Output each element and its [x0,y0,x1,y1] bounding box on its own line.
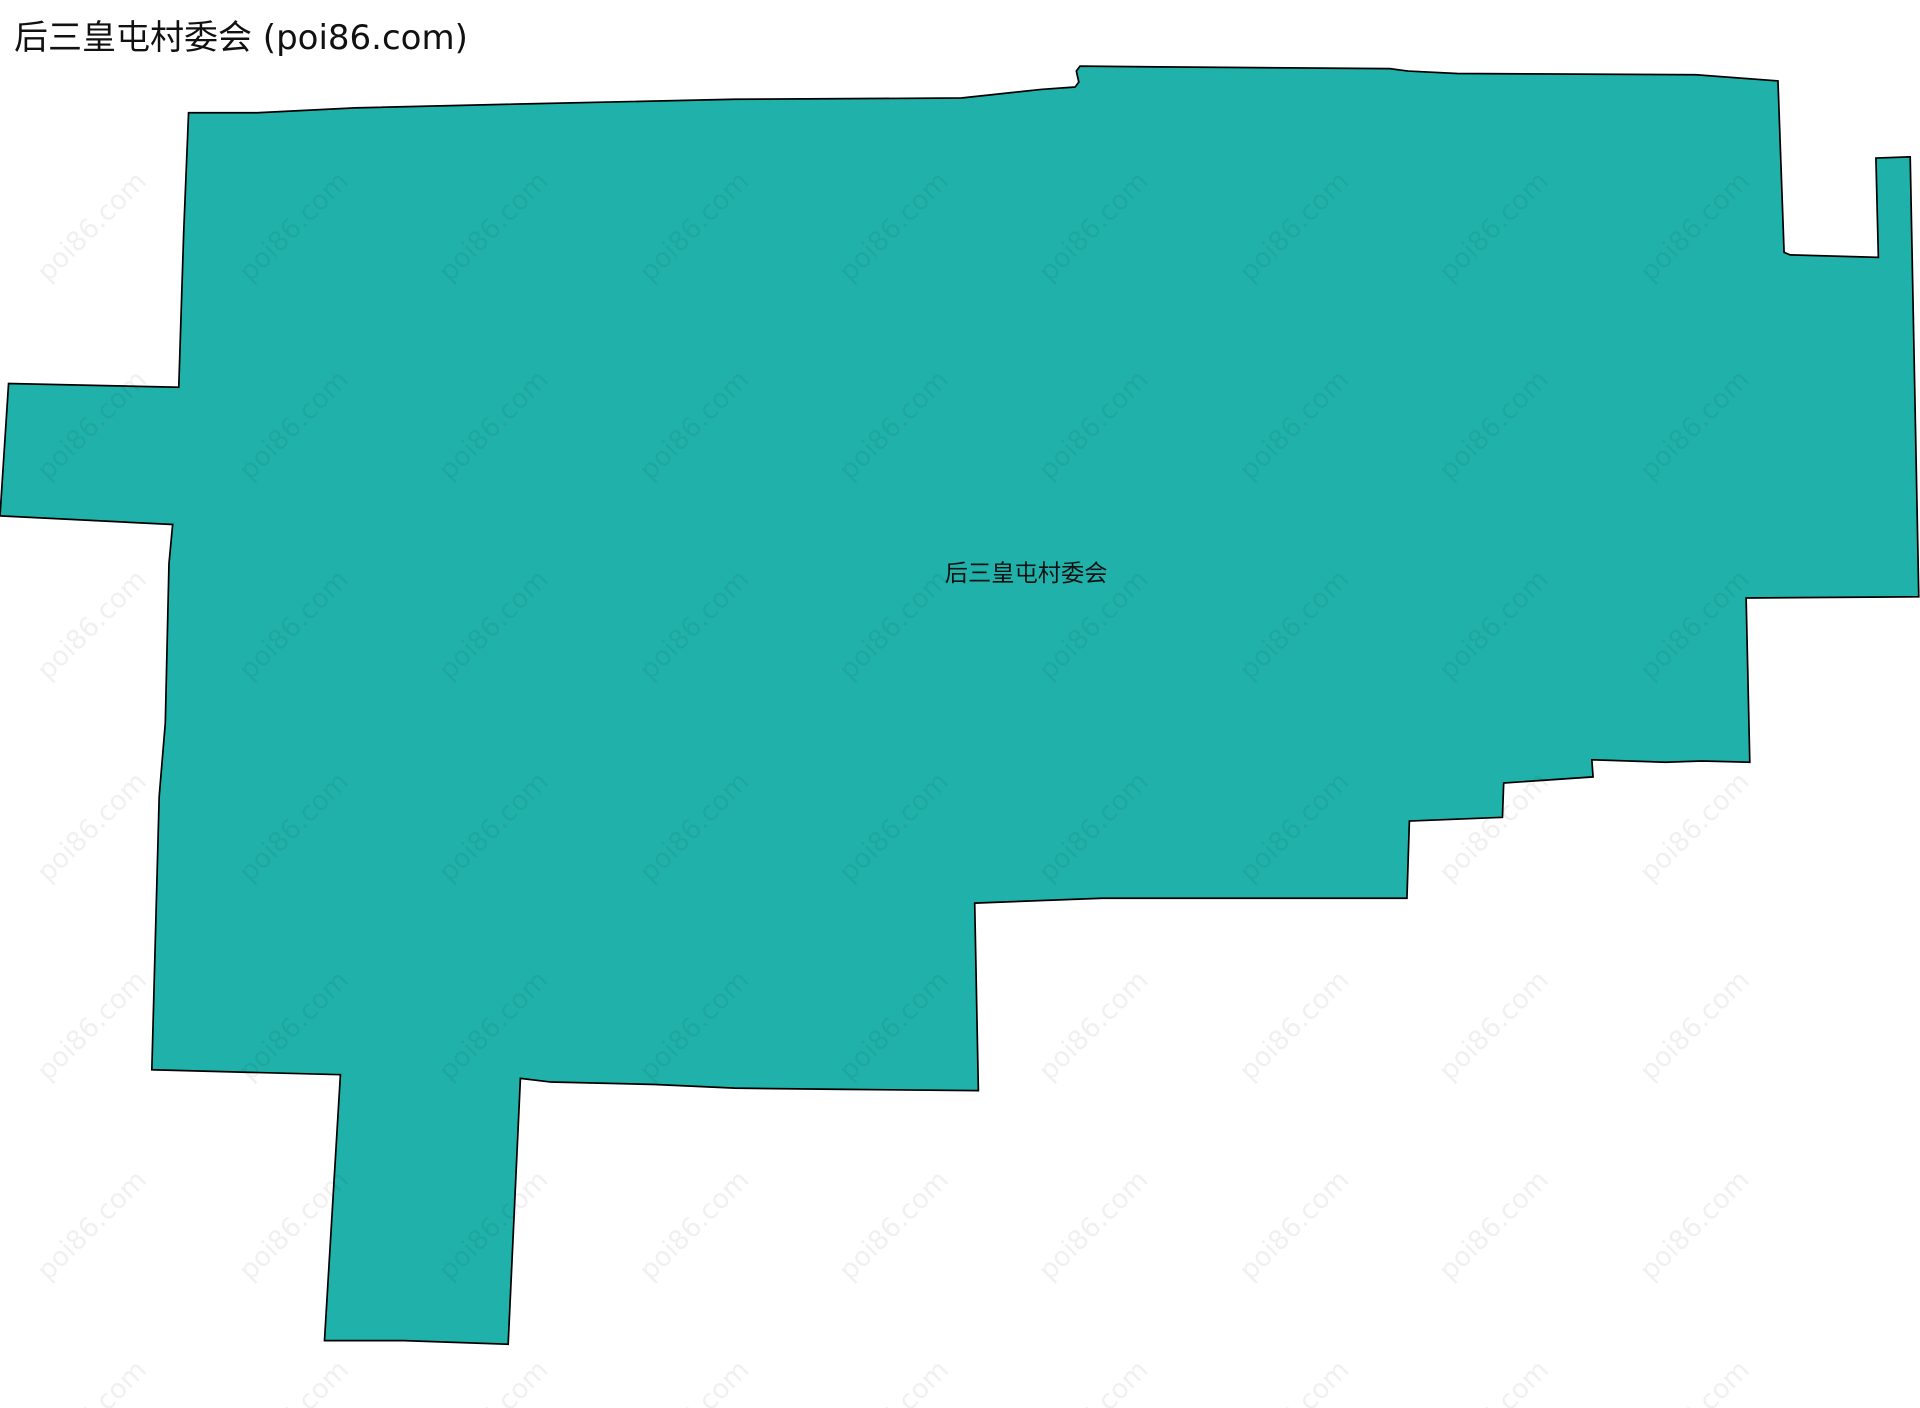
watermark-text: poi86.com [1634,1165,1756,1287]
watermark-text: poi86.com [833,1354,955,1408]
watermark-text: poi86.com [1233,1354,1355,1408]
page-title: 后三皇屯村委会 (poi86.com) [14,18,468,58]
watermark-text: poi86.com [1033,1354,1155,1408]
watermark-text: poi86.com [1433,965,1555,1087]
watermark-text: poi86.com [31,1354,153,1408]
watermark-text: poi86.com [31,965,153,1087]
watermark-text: poi86.com [31,564,153,686]
watermark-text: poi86.com [1433,1354,1555,1408]
watermark-text: poi86.com [633,1165,755,1287]
watermark-text: poi86.com [1634,965,1756,1087]
watermark-text: poi86.com [633,1354,755,1408]
watermark-text: poi86.com [1033,1165,1155,1287]
region-label: 后三皇屯村委会 [945,560,1108,587]
watermark-text: poi86.com [1634,766,1756,888]
watermark-text: poi86.com [1233,965,1355,1087]
watermark-text: poi86.com [31,1165,153,1287]
watermark-text: poi86.com [233,1354,355,1408]
watermark-text: poi86.com [833,1165,955,1287]
watermark-text: poi86.com [433,1354,555,1408]
watermark-text: poi86.com [1033,965,1155,1087]
watermark-text: poi86.com [1433,1165,1555,1287]
watermark-text: poi86.com [31,166,153,288]
village-boundary-polygon[interactable] [0,65,1920,1346]
watermark-text: poi86.com [31,766,153,888]
watermark-text: poi86.com [1233,1165,1355,1287]
watermark-text: poi86.com [1634,1354,1756,1408]
